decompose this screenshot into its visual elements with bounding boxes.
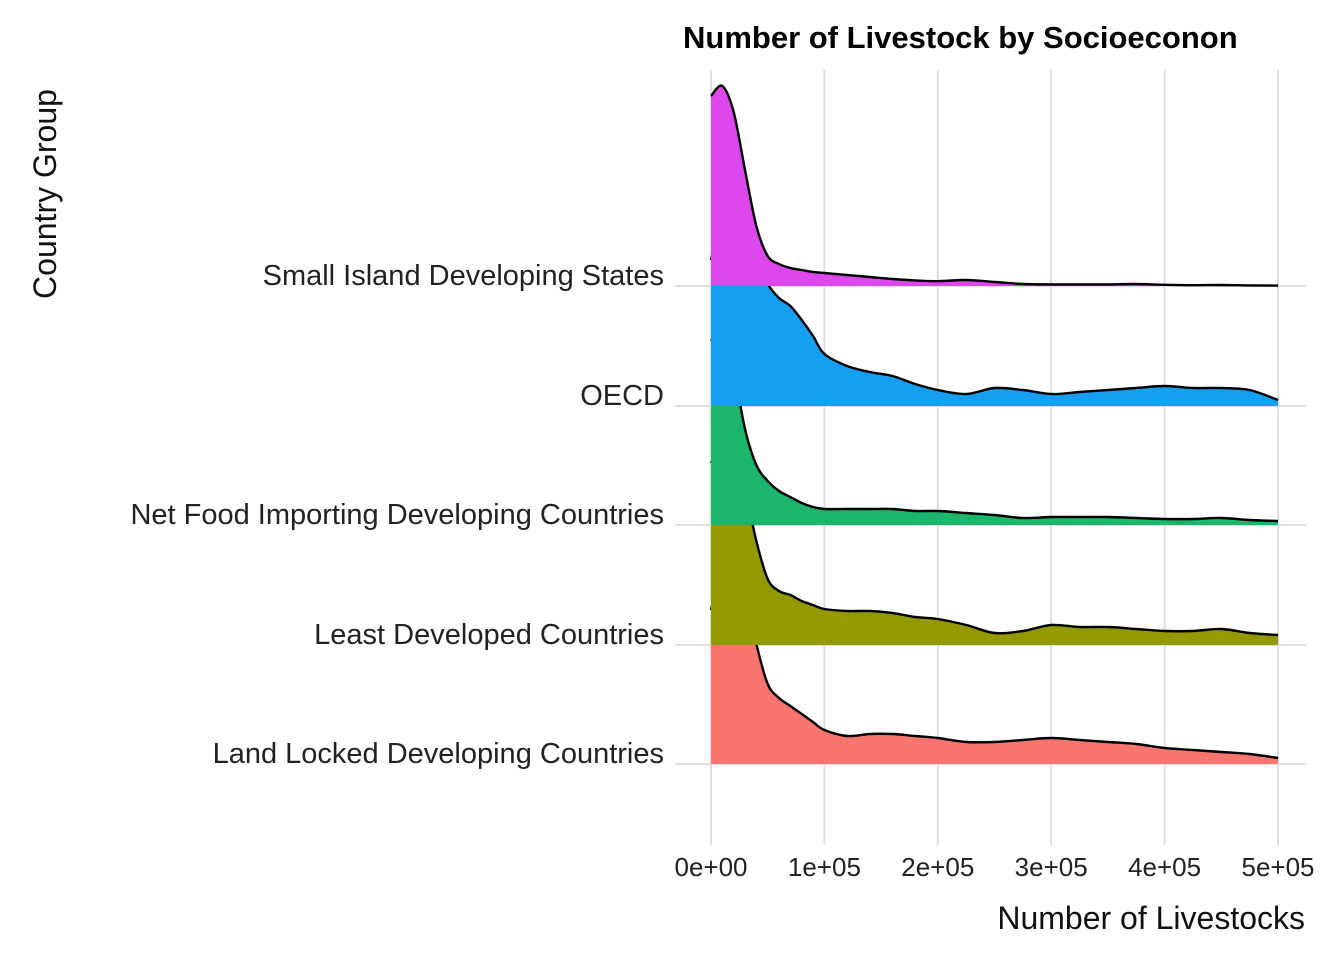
- y-tick-label: Least Developed Countries: [314, 619, 664, 651]
- ridge-outline: [709, 442, 1279, 637]
- ridge-fill: [711, 443, 1278, 645]
- x-tick-label: 4e+05: [1128, 852, 1201, 882]
- x-tick-label: 3e+05: [1015, 852, 1088, 882]
- y-tick-label: Net Food Importing Developing Countries: [130, 499, 664, 531]
- ridge-outline: [709, 323, 1279, 523]
- y-tick-label: OECD: [580, 380, 664, 412]
- y-tick-label: Small Island Developing States: [263, 260, 664, 292]
- ridge-land-locked-developing-countries: [709, 559, 1279, 764]
- ridge-small-island-developing-states: [710, 84, 1279, 287]
- y-tick-label: Land Locked Developing Countries: [213, 738, 664, 770]
- ridge-outline: [710, 84, 1279, 287]
- y-tick-labels: Land Locked Developing Countries Least De…: [130, 260, 664, 770]
- chart-title: Number of Livestock by Socioeconon: [683, 20, 1238, 55]
- x-axis-title: Number of Livestocks: [997, 900, 1305, 936]
- ridge-net-food-importing-developing-countries: [709, 323, 1279, 525]
- x-tick-label: 0e+00: [674, 852, 747, 882]
- ridge-least-developed-countries: [709, 442, 1279, 645]
- x-tick-label: 5e+05: [1241, 852, 1314, 882]
- x-tick-labels: 0e+00 1e+05 2e+05 3e+05 4e+05 5e+05: [674, 852, 1314, 882]
- ridges: [709, 84, 1279, 764]
- ridge-fill: [711, 560, 1278, 764]
- ridge-fill: [711, 85, 1278, 286]
- ridge-fill: [711, 324, 1278, 525]
- y-axis-title: Country Group: [27, 89, 63, 299]
- ridge-fill: [711, 208, 1278, 406]
- x-tick-label: 2e+05: [901, 852, 974, 882]
- ridge-oecd: [709, 207, 1279, 406]
- ridge-outline: [709, 559, 1279, 760]
- x-tick-label: 1e+05: [788, 852, 861, 882]
